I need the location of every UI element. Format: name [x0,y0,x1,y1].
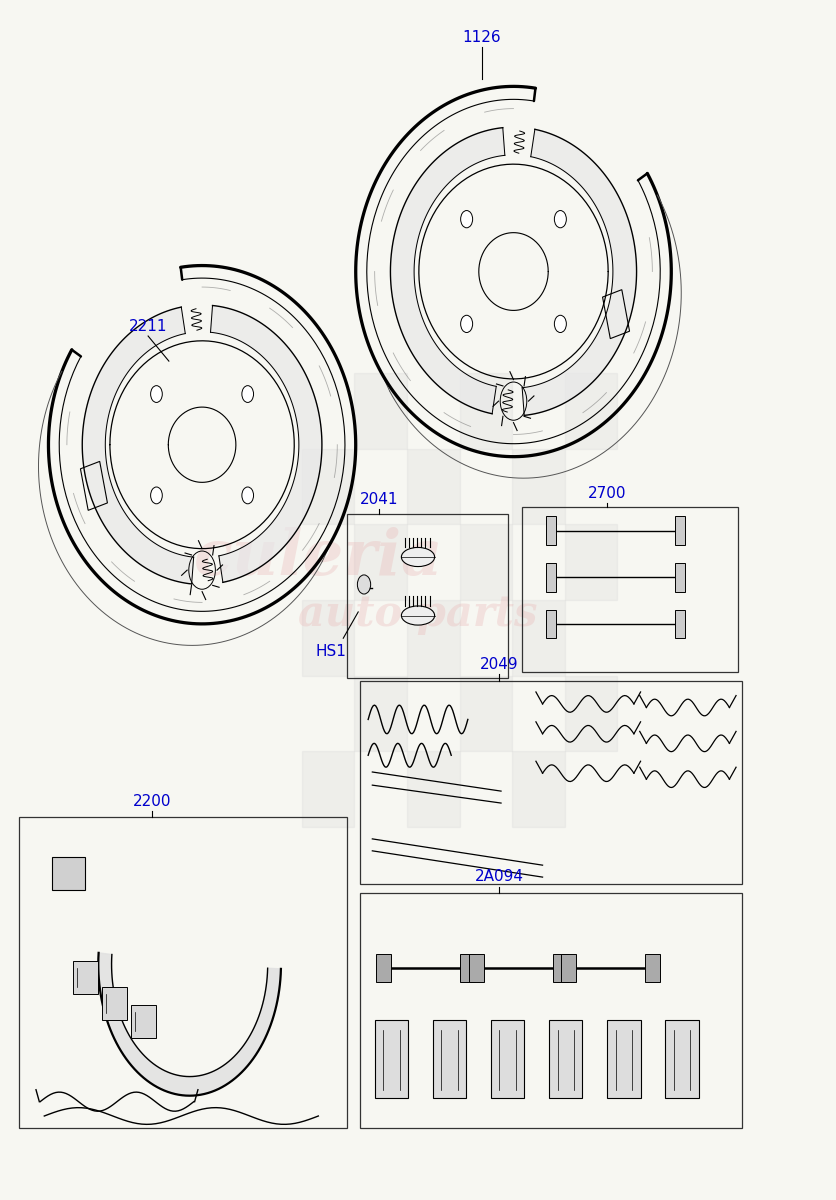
Bar [359,893,742,1128]
Bar [131,1004,156,1038]
Ellipse shape [401,606,435,625]
Circle shape [461,210,472,228]
Bar [354,676,407,751]
Bar [52,857,85,890]
Bar [103,988,127,1020]
Circle shape [150,487,162,504]
Bar [407,449,460,524]
Bar [607,1020,640,1098]
Text: 2A094: 2A094 [475,869,524,884]
Text: 2041: 2041 [359,492,398,506]
Bar [460,676,512,751]
Bar [675,516,685,545]
Bar [512,449,564,524]
Bar [354,524,407,600]
Circle shape [461,316,472,332]
Bar [354,373,407,449]
Text: 1126: 1126 [462,30,502,44]
Polygon shape [99,953,281,1096]
Circle shape [554,316,566,332]
Bar [302,600,354,676]
Polygon shape [522,130,636,415]
Bar [561,954,576,983]
Bar [460,373,512,449]
Circle shape [242,487,253,504]
Bar [375,1020,408,1098]
Bar [546,563,556,592]
Bar [302,751,354,827]
Bar [675,610,685,638]
Bar [461,954,476,983]
Bar [522,506,737,672]
Text: 2700: 2700 [588,486,627,500]
Bar [564,373,617,449]
Bar [491,1020,524,1098]
Bar [80,461,108,510]
Bar [433,1020,466,1098]
Bar [564,524,617,600]
Bar [553,954,568,983]
Bar [376,954,391,983]
Circle shape [150,385,162,402]
Bar [359,682,742,884]
Bar [407,751,460,827]
Bar [546,516,556,545]
Bar [603,289,630,338]
Circle shape [242,385,253,402]
Bar [512,600,564,676]
Text: 2049: 2049 [480,656,518,672]
Text: 2211: 2211 [129,319,167,334]
Circle shape [357,575,370,594]
Polygon shape [390,127,505,414]
Ellipse shape [401,547,435,566]
Bar [407,600,460,676]
Bar [470,954,484,983]
Bar [645,954,660,983]
Text: 2200: 2200 [133,794,171,809]
Polygon shape [82,307,194,584]
Bar [546,610,556,638]
Bar [460,524,512,600]
Bar [74,961,99,994]
Bar [564,676,617,751]
Polygon shape [211,306,322,582]
Bar [675,563,685,592]
Bar [348,514,507,678]
Bar [512,751,564,827]
Text: HS1: HS1 [315,644,346,659]
Bar [19,817,348,1128]
Circle shape [554,210,566,228]
Bar [302,449,354,524]
Bar [549,1020,583,1098]
Text: culeria: culeria [194,528,443,589]
Bar [665,1020,699,1098]
Text: auto parts: auto parts [298,593,538,635]
